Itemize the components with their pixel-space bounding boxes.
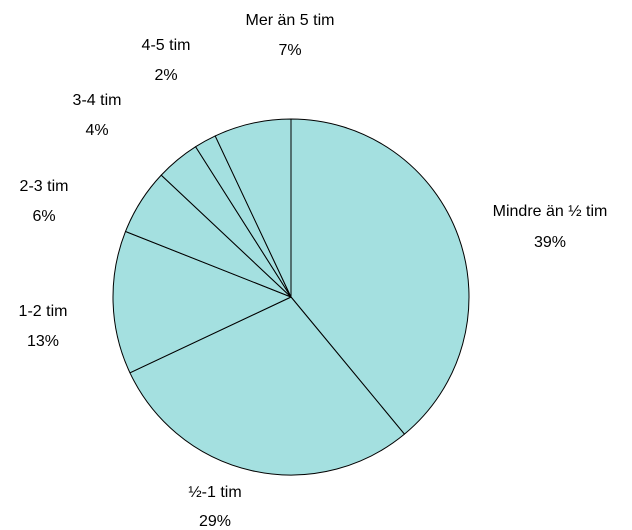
slice-label-halv-1-tim: ½-1 tim: [188, 484, 241, 501]
pie-slice-6: [214, 118, 292, 298]
pie-slices: [112, 118, 470, 476]
slice-label-mer-an-5-tim: Mer än 5 tim: [246, 12, 335, 29]
pie-labels: Mindre än ½ tim 39% ½-1 tim 29% 1-2 tim …: [19, 12, 608, 530]
pie-slice-1: [129, 296, 405, 476]
slice-value-3-4-tim: 4%: [85, 122, 108, 139]
slice-value-1-2-tim: 13%: [27, 333, 59, 350]
slice-value-2-3-tim: 6%: [32, 208, 55, 225]
slice-label-4-5-tim: 4-5 tim: [142, 37, 191, 54]
slice-value-halv-1-tim: 29%: [199, 513, 231, 530]
slice-label-1-2-tim: 1-2 tim: [19, 303, 68, 320]
slice-label-mindre-an-halv-tim: Mindre än ½ tim: [493, 203, 608, 220]
slice-value-mer-an-5-tim: 7%: [278, 42, 301, 59]
slice-value-mindre-an-halv-tim: 39%: [534, 234, 566, 251]
slice-label-2-3-tim: 2-3 tim: [20, 178, 69, 195]
pie-slice-0: [290, 118, 470, 435]
slice-label-3-4-tim: 3-4 tim: [73, 92, 122, 109]
pie-slice-2: [112, 230, 292, 374]
slice-value-4-5-tim: 2%: [154, 67, 177, 84]
